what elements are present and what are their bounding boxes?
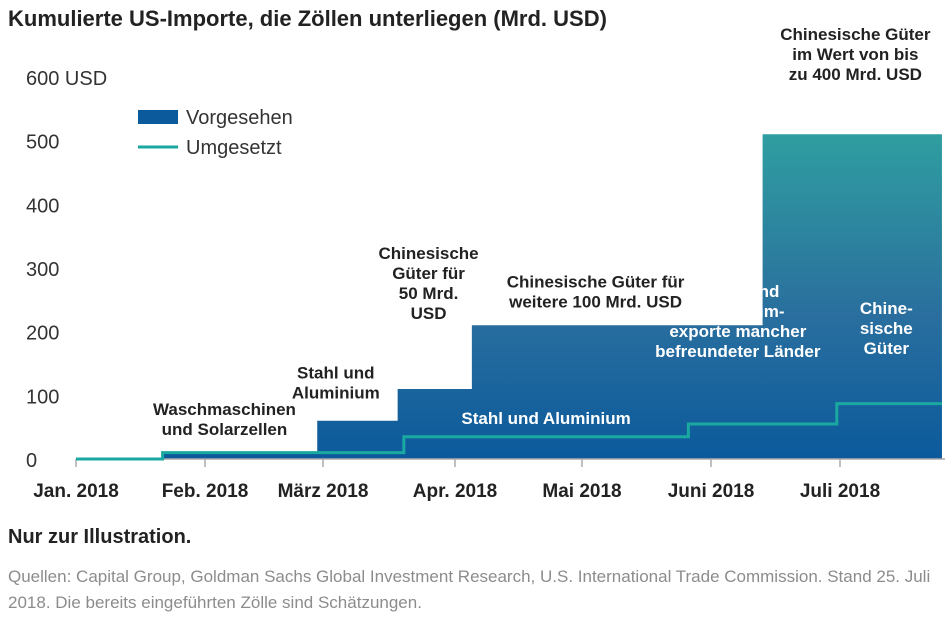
y-tick-label: 600 USD: [26, 68, 107, 90]
x-tick-label: Juni 2018: [668, 481, 755, 502]
legend-swatch-planned: [138, 110, 178, 124]
annotation-line: 50 Mrd.: [399, 284, 459, 303]
annotation-line: Chinesische: [378, 244, 478, 263]
y-tick-label: 0: [26, 450, 37, 472]
y-tick-label: 200: [26, 323, 59, 345]
sources-text: Quellen: Capital Group, Goldman Sachs Gl…: [8, 567, 931, 612]
y-tick-label: 100: [26, 386, 59, 408]
implemented-line: [76, 402, 942, 461]
legend: Vorgesehen Umgesetzt: [138, 107, 293, 159]
x-tick-label: Jan. 2018: [33, 481, 119, 502]
y-tick-label: 500: [26, 132, 59, 154]
annotation-line: Chinesische Güter für: [507, 272, 685, 291]
x-tick-label: Mai 2018: [542, 481, 621, 502]
legend-label-planned: Vorgesehen: [186, 107, 293, 129]
tariff-chart: 0 100 200 300 400 500 600 USD Jan. 2018 Feb. 20…: [26, 25, 945, 502]
annotation-line: Güter: [864, 339, 910, 358]
x-tick-label: Feb. 2018: [162, 481, 249, 502]
annotation-line: sische: [860, 319, 913, 338]
annotation-line: Stahl und Aluminium: [461, 409, 630, 428]
annotation-line: Stahl und: [297, 364, 374, 383]
planned-area: [76, 134, 942, 460]
y-tick-label: 400: [26, 195, 59, 217]
annotation-line: Waschmaschinen: [153, 400, 296, 419]
chart-title: Kumulierte US-Importe, die Zöllen unterl…: [8, 6, 607, 31]
x-tick-label: Juli 2018: [800, 481, 880, 502]
annotation-line: im Wert von bis: [792, 45, 918, 64]
illustration-note: Nur zur Illustration.: [8, 526, 192, 548]
x-tick-label: Apr. 2018: [413, 481, 498, 502]
x-axis-ticks: Jan. 2018 Feb. 2018 März 2018 Apr. 2018 Mai …: [33, 459, 880, 502]
annotation-line: USD: [411, 304, 447, 323]
y-axis-ticks: 0 100 200 300 400 500 600 USD: [26, 68, 107, 472]
y-tick-label: 300: [26, 259, 59, 281]
annotation-line: Stahl- und: [696, 282, 779, 301]
annotation-line: und Solarzellen: [162, 420, 288, 439]
annotation-line: Chine-: [860, 299, 913, 318]
annotation-line: Aluminium: [292, 384, 380, 403]
annotation-line: zu 400 Mrd. USD: [789, 65, 922, 84]
annotation-line: exporte mancher: [669, 322, 806, 341]
annotation-line: weitere 100 Mrd. USD: [508, 292, 682, 311]
legend-label-implemented: Umgesetzt: [186, 137, 282, 159]
annotation-line: Aluminium-: [691, 302, 785, 321]
annotation-line: Chinesische Güter: [780, 25, 931, 44]
x-tick-label: März 2018: [278, 481, 369, 502]
annotation-line: befreundeter Länder: [655, 342, 821, 361]
annotation-line: Güter für: [392, 264, 465, 283]
